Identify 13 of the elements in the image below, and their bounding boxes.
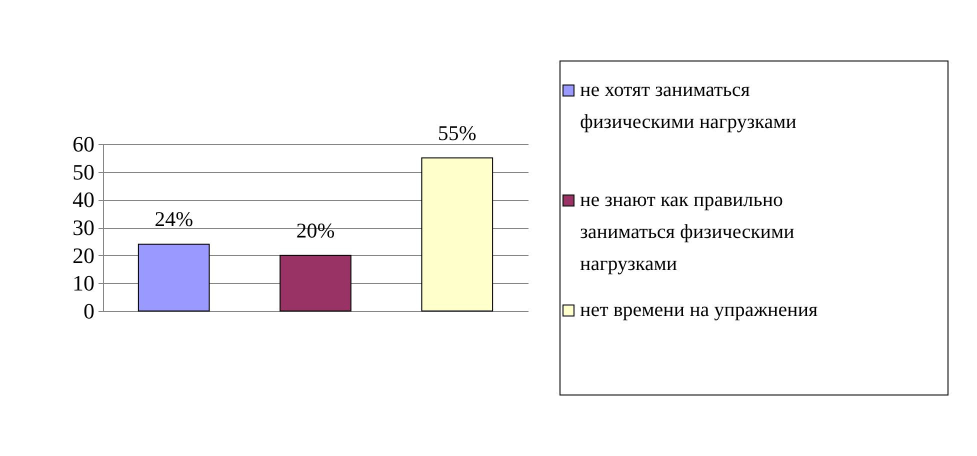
y-tick-label: 40 [72,187,94,212]
y-tick-label: 10 [72,270,94,296]
data-label: 20% [296,218,335,242]
y-tick-label: 60 [72,132,94,156]
data-label: 55% [438,120,476,145]
y-tick-label: 20 [72,242,94,268]
data-label: 24% [154,207,194,232]
y-tick-label: 0 [84,298,94,324]
legend-label: не хотят заниматься физическими нагрузками [580,79,797,133]
y-tick-label: 50 [72,159,94,184]
y-tick-label: 30 [72,215,94,240]
legend-label: нет времени на упражнения [580,299,818,321]
legend-label: не знают как правильно заниматься физическими нагрузками [580,189,795,275]
